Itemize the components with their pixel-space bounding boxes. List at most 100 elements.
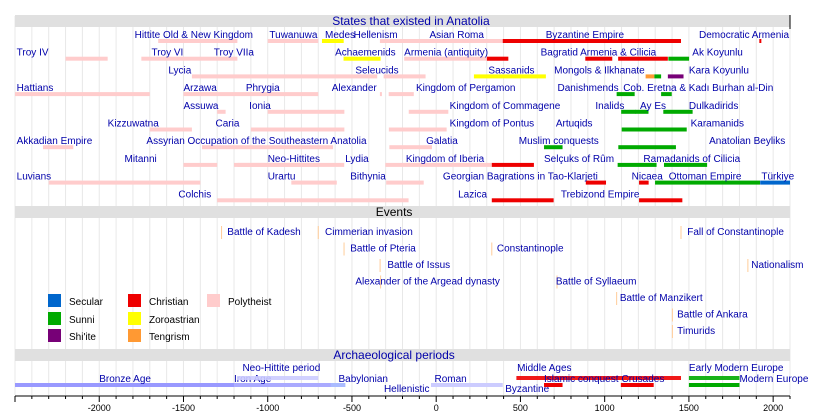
period-label: Byzantine [505, 384, 549, 395]
state-label: Danishmends [558, 83, 619, 94]
state-bar [585, 56, 613, 61]
state-label: Trebizond Empire [561, 189, 640, 200]
legend-label: Secular [69, 297, 104, 308]
state-bar [183, 162, 218, 167]
state-label: Lazica [458, 189, 487, 200]
state-label: Phrygia [246, 83, 280, 94]
period-bar [330, 383, 346, 387]
state-bar [759, 39, 762, 43]
state-label: Inalids [595, 101, 624, 112]
state-label: Kizzuwatna [108, 119, 160, 130]
state-label: Byzantine Empire [546, 30, 625, 41]
state-bar [267, 39, 319, 43]
period-bar [234, 383, 344, 387]
state-label: Nicaea [632, 172, 664, 183]
state-label: Medes [325, 30, 355, 41]
legend-swatch [48, 329, 61, 342]
legend-label: Sunni [69, 315, 95, 326]
state-label: Hattians [17, 83, 54, 94]
state-bar [668, 56, 690, 61]
period-bar [15, 383, 235, 387]
x-tick-label: 1000 [595, 403, 615, 413]
state-label: Armenia (antiquity) [404, 48, 488, 59]
legend-swatch [48, 312, 61, 325]
state-bar [655, 180, 761, 185]
legend: Secular Christian Polytheist Sunni Zoroastri… [48, 294, 272, 343]
period-label: Early Modern Europe [689, 363, 784, 374]
state-label: Sassanids [488, 65, 534, 76]
state-bar [663, 162, 708, 167]
period-label: Babylonian [338, 374, 387, 385]
state-bar [234, 162, 345, 167]
state-label: Ottoman Empire [669, 172, 742, 183]
state-label: Ramadanids of Cilicia [643, 154, 740, 165]
state-bar [217, 56, 238, 61]
state-bar [343, 56, 381, 61]
state-bar [191, 74, 378, 79]
state-bar [639, 180, 649, 185]
event-label: Fall of Constantinople [687, 227, 784, 238]
state-bar [502, 39, 681, 43]
state-bar [48, 180, 201, 185]
period-bar [544, 383, 563, 387]
state-label: Troy VIIa [214, 48, 255, 59]
legend-swatch [128, 294, 141, 307]
grid-lines [14, 16, 791, 395]
state-label: Bithynia [350, 172, 386, 183]
legend-label: Zoroastrian [149, 315, 200, 326]
section-headers: States that existed in Anatolia Events Arc… [15, 14, 791, 362]
state-bar [202, 145, 334, 150]
state-bar [491, 162, 534, 167]
event-label: Battle of Syllaeum [556, 277, 637, 288]
section-header-bar [15, 15, 790, 27]
event-label: Battle of Pteria [350, 244, 416, 255]
state-label: Lycia [168, 65, 191, 76]
period-label: Middle Ages [517, 363, 571, 374]
state-label: Georgian Bagrations in Tao-Klarjeti [443, 172, 598, 183]
state-label: Troy VI [151, 48, 183, 59]
state-label: Kingdom of Iberia [406, 154, 485, 165]
states-section: Hittite Old & New Kingdom Tuwanuwa MedesHe… [15, 30, 795, 203]
x-tick-label: -2000 [88, 403, 111, 413]
period-label: Neo-Hittite period [242, 363, 320, 374]
x-tick-label: 500 [513, 403, 528, 413]
event-label: Battle of Manzikert [620, 293, 703, 304]
state-bar [379, 92, 382, 97]
state-label: Cob. Eretna & Kadı Burhan al-Din [623, 83, 773, 94]
state-label: Lydia [345, 154, 369, 165]
state-bar [183, 92, 235, 97]
state-label: Luvians [17, 172, 51, 183]
state-bar [639, 198, 683, 203]
state-label: Karamanids [691, 119, 744, 130]
period-bar [688, 383, 740, 387]
state-bar [386, 180, 424, 185]
state-label: Bagratid Armenia & Cilicia [541, 48, 657, 59]
state-label: Urartu [268, 172, 296, 183]
state-label: Türkiye [761, 172, 794, 183]
state-label: Hellenism [354, 30, 398, 41]
state-label: Assuwa [183, 101, 218, 112]
state-bar [646, 127, 687, 132]
section-title: States that existed in Anatolia [332, 14, 490, 28]
state-bar [663, 109, 693, 114]
state-label: Neo-Hittites [268, 154, 320, 165]
x-tick-label: -1500 [172, 403, 195, 413]
state-bar [618, 56, 668, 61]
period-label: Crusades [622, 374, 665, 385]
x-tick-label: -500 [343, 403, 361, 413]
legend-swatch [48, 294, 61, 307]
state-label: Arzawa [183, 83, 217, 94]
state-label: Selçuks of Rûm [544, 154, 614, 165]
state-label: Ionia [249, 101, 271, 112]
section-title: Archaeological periods [333, 348, 454, 362]
state-label: Tuwanuwa [269, 30, 317, 41]
state-bar [291, 180, 337, 185]
state-bar [667, 74, 684, 79]
state-label: Seleucids [355, 65, 398, 76]
state-bar [234, 92, 319, 97]
event-label: Constantinople [497, 244, 564, 255]
state-bar [491, 198, 554, 203]
state-bar [486, 56, 509, 61]
state-bar [616, 92, 635, 97]
period-label: Bronze Age [99, 374, 151, 385]
